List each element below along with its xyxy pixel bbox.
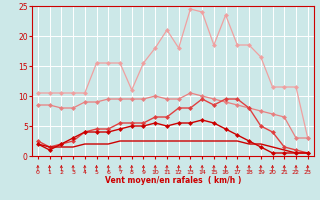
X-axis label: Vent moyen/en rafales  ( km/h ): Vent moyen/en rafales ( km/h ) (105, 176, 241, 185)
